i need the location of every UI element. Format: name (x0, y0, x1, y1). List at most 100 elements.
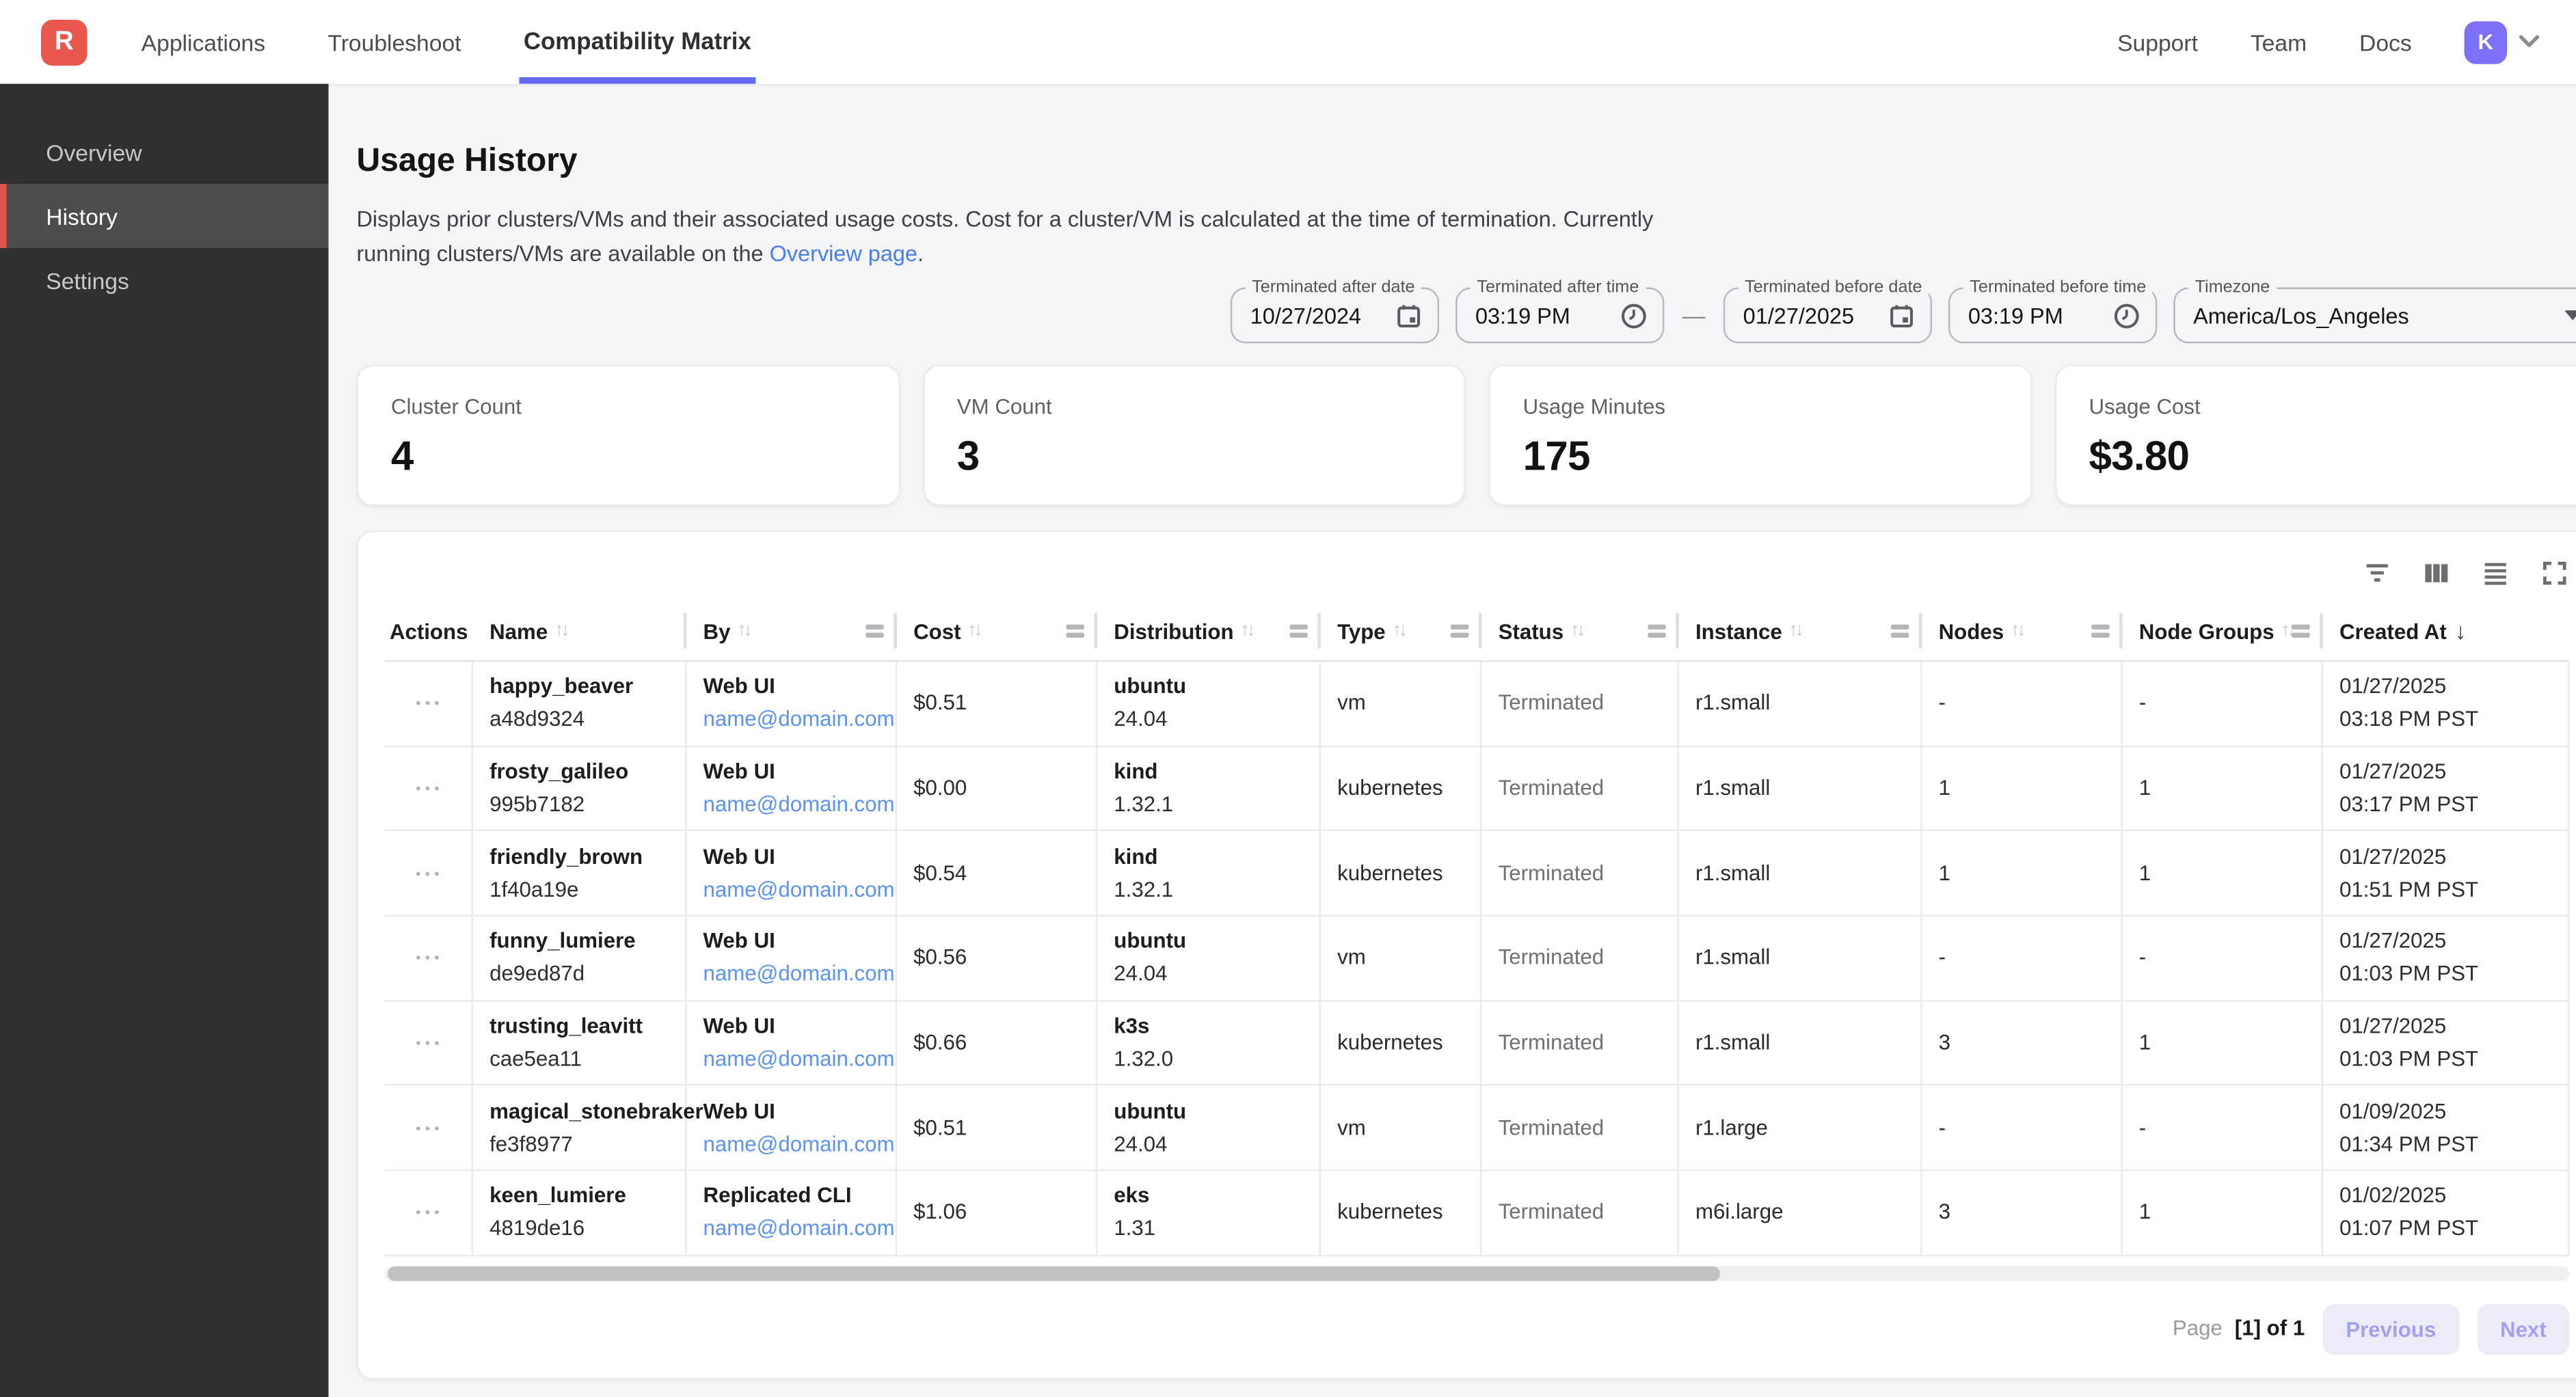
created-by-email-link[interactable]: name@domain.com (703, 873, 879, 906)
column-header-by[interactable]: By↑↓ (686, 601, 897, 661)
timezone-select[interactable]: Timezone America/Los_Angeles (2173, 288, 2576, 344)
clock-icon[interactable] (1620, 301, 1648, 329)
row-actions-button[interactable]: ••• (412, 1198, 444, 1228)
sort-icon[interactable]: ↑↓ (1392, 621, 1408, 640)
cluster-name: happy_beaver (489, 670, 669, 703)
column-header-instance[interactable]: Instance↑↓ (1679, 601, 1922, 661)
column-header-status[interactable]: Status↑↓ (1482, 601, 1679, 661)
column-menu-icon[interactable] (866, 625, 883, 637)
status-badge: Terminated (1499, 1027, 1661, 1059)
created-by-email-link[interactable]: name@domain.com (703, 958, 879, 991)
status-cell: Terminated (1482, 1001, 1679, 1085)
horizontal-scrollbar-thumb[interactable] (388, 1266, 1721, 1281)
sort-icon[interactable]: ↑↓ (1240, 621, 1256, 640)
stat-value: 4 (391, 433, 865, 481)
column-header-created-at[interactable]: Created At↓ (2323, 601, 2569, 661)
calendar-icon[interactable] (1395, 301, 1423, 329)
sort-icon[interactable]: ↑↓ (1570, 621, 1586, 640)
primary-nav: Applications Troubleshoot Compatibility … (136, 0, 809, 84)
column-menu-icon[interactable] (1289, 625, 1307, 637)
table-row: •••friendly_brown1f40a19eWeb UIname@doma… (384, 832, 2569, 917)
name-cell: funny_lumierede9ed87d (473, 917, 686, 1000)
sort-icon[interactable]: ↑↓ (967, 621, 983, 640)
created-at-cell: 01/27/202501:03 PM PST (2323, 1001, 2569, 1085)
cluster-name: funny_lumiere (489, 925, 669, 958)
sidebar-item-settings[interactable]: Settings (0, 248, 329, 312)
next-button[interactable]: Next (2477, 1304, 2569, 1355)
column-header-cost[interactable]: Cost↑↓ (897, 601, 1097, 661)
filter-icon[interactable] (2361, 558, 2392, 589)
terminated-before-date-field[interactable]: Terminated before date 01/27/2025 (1723, 288, 1932, 344)
stat-card-usage-minutes: Usage Minutes 175 (1488, 364, 2031, 506)
distribution-name: k3s (1114, 1010, 1302, 1043)
column-header-name[interactable]: Name↑↓ (473, 601, 686, 661)
instance-cell: r1.small (1679, 832, 1922, 915)
row-actions-button[interactable]: ••• (412, 774, 444, 803)
column-header-node-groups[interactable]: Node Groups↑↓ (2123, 601, 2323, 661)
clock-icon[interactable] (2112, 301, 2141, 329)
nav-item-applications[interactable]: Applications (136, 0, 270, 84)
status-badge: Terminated (1499, 942, 1661, 975)
created-date: 01/27/2025 (2339, 670, 2551, 703)
replicated-logo-icon[interactable]: R (41, 19, 87, 65)
sort-icon[interactable]: ↑↓ (1788, 621, 1804, 640)
density-icon[interactable] (2479, 558, 2510, 589)
row-actions-button[interactable]: ••• (412, 1029, 444, 1058)
created-by-email-link[interactable]: name@domain.com (703, 1128, 879, 1161)
created-by-email-link[interactable]: name@domain.com (703, 789, 879, 822)
terminated-after-time-field[interactable]: Terminated after time 03:19 PM (1455, 288, 1664, 344)
column-header-nodes[interactable]: Nodes↑↓ (1922, 601, 2123, 661)
sidebar-item-history[interactable]: History (0, 184, 329, 248)
columns-icon[interactable] (2420, 558, 2452, 589)
cluster-id: 4819de16 (489, 1213, 669, 1246)
column-menu-icon[interactable] (1891, 625, 1909, 637)
stat-label: Usage Minutes (1523, 394, 1997, 419)
previous-button[interactable]: Previous (2323, 1304, 2459, 1355)
row-actions-button[interactable]: ••• (412, 943, 444, 973)
terminated-before-time-field[interactable]: Terminated before time 03:19 PM (1948, 288, 2157, 344)
chevron-down-icon[interactable] (2519, 34, 2540, 49)
cluster-id: cae5ea11 (489, 1043, 669, 1076)
column-menu-icon[interactable] (1648, 625, 1665, 637)
sidebar-item-overview[interactable]: Overview (0, 120, 329, 184)
node-groups-value: 1 (2139, 1197, 2305, 1230)
row-actions-button[interactable]: ••• (412, 689, 444, 718)
nav-link-docs[interactable]: Docs (2359, 29, 2412, 55)
overview-page-link[interactable]: Overview page (770, 241, 917, 266)
instance-value: r1.small (1695, 772, 1904, 805)
terminated-after-date-field[interactable]: Terminated after date 10/27/2024 (1231, 288, 1439, 344)
instance-value: r1.large (1695, 1111, 1904, 1144)
type-cell: kubernetes (1321, 1171, 1481, 1255)
nav-link-team[interactable]: Team (2251, 29, 2307, 55)
cost-value: $0.56 (913, 942, 1079, 975)
column-menu-icon[interactable] (1066, 625, 1084, 637)
sort-icon[interactable]: ↑↓ (2011, 621, 2026, 640)
created-by-email-link[interactable]: name@domain.com (703, 1213, 879, 1246)
column-menu-icon[interactable] (2091, 625, 2109, 637)
sort-icon[interactable]: ↑↓ (737, 621, 753, 640)
sort-desc-icon[interactable]: ↓ (2455, 618, 2467, 644)
status-cell: Terminated (1482, 917, 1679, 1000)
created-by-email-link[interactable]: name@domain.com (703, 1043, 879, 1076)
horizontal-scrollbar-track[interactable] (384, 1266, 2569, 1281)
created-by-email-link[interactable]: name@domain.com (703, 703, 879, 736)
column-menu-icon[interactable] (2292, 625, 2309, 637)
column-header-distribution[interactable]: Distribution↑↓ (1097, 601, 1321, 661)
column-header-type[interactable]: Type↑↓ (1321, 601, 1481, 661)
table-row: •••trusting_leavittcae5ea11Web UIname@do… (384, 1001, 2569, 1086)
nav-item-compatibility-matrix[interactable]: Compatibility Matrix (519, 0, 756, 84)
fullscreen-icon[interactable] (2538, 558, 2570, 589)
distribution-name: ubuntu (1114, 925, 1302, 958)
created-time: 01:03 PM PST (2339, 958, 2551, 991)
instance-cell: r1.small (1679, 747, 1922, 830)
calendar-icon[interactable] (1888, 301, 1916, 329)
row-actions-button[interactable]: ••• (412, 858, 444, 888)
sort-icon[interactable]: ↑↓ (554, 621, 570, 640)
stat-card-cluster-count: Cluster Count 4 (356, 364, 899, 506)
nav-item-troubleshoot[interactable]: Troubleshoot (323, 0, 466, 84)
nav-link-support[interactable]: Support (2117, 29, 2198, 55)
row-actions-button[interactable]: ••• (412, 1113, 444, 1143)
column-menu-icon[interactable] (1451, 625, 1468, 637)
avatar[interactable]: K (2465, 21, 2507, 63)
table-header-row: ActionsName↑↓By↑↓Cost↑↓Distribution↑↓Typ… (384, 601, 2569, 662)
